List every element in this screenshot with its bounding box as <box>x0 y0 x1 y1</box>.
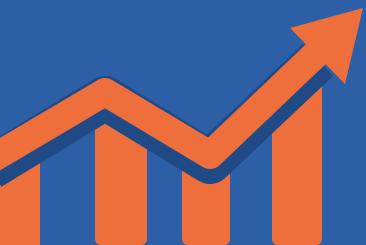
growth-illustration <box>0 0 366 245</box>
page: (() => { const data = JSON.parse(documen… <box>0 0 366 245</box>
